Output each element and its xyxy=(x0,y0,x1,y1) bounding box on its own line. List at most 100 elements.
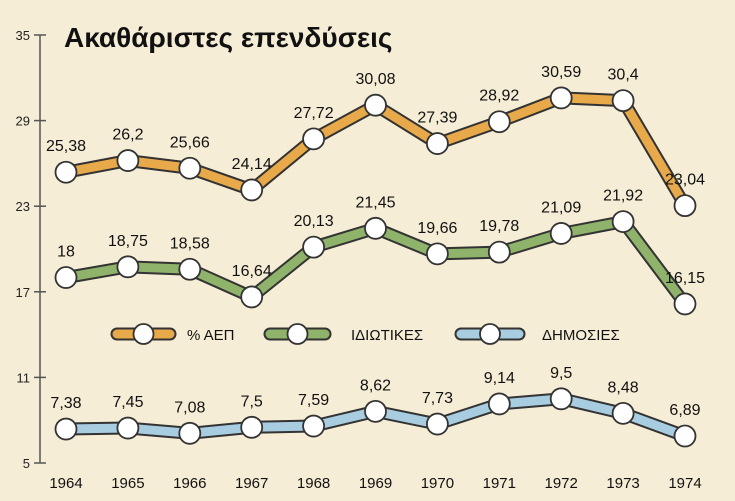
y-tick-label: 17 xyxy=(16,285,30,300)
data-label: 21,45 xyxy=(355,194,395,211)
data-point xyxy=(487,392,511,416)
data-point xyxy=(116,416,140,440)
data-label: 18,58 xyxy=(170,235,210,252)
data-point xyxy=(302,127,326,151)
data-point xyxy=(240,285,264,309)
x-tick-label: 1967 xyxy=(235,475,268,492)
data-point xyxy=(54,266,78,289)
data-label: 26,2 xyxy=(112,127,143,144)
y-axis-ticks: 35 29 23 17 11 5 xyxy=(16,28,46,471)
data-label: 7,38 xyxy=(50,395,81,412)
legend-label: % ΑΕΠ xyxy=(187,327,235,344)
data-point xyxy=(487,240,511,264)
data-label: 7,59 xyxy=(298,392,329,409)
data-point xyxy=(673,424,697,448)
data-point xyxy=(178,421,202,445)
data-point xyxy=(116,149,140,172)
data-point xyxy=(240,178,264,202)
data-point xyxy=(54,160,78,184)
data-label: 9,14 xyxy=(484,370,515,387)
chart-title: Ακαθάριστες επενδύσεις xyxy=(64,22,393,53)
data-label: 7,45 xyxy=(112,394,143,411)
data-label: 7,73 xyxy=(422,390,453,407)
data-point xyxy=(178,257,202,281)
data-point xyxy=(611,89,635,113)
data-label: 7,5 xyxy=(241,393,263,410)
legend-marker xyxy=(479,323,501,345)
data-label: 27,39 xyxy=(417,110,457,127)
data-point xyxy=(425,242,449,266)
legend: % ΑΕΠ ΙΔΙΩΤΙΚΕΣ ΔΗΜΟΣΙΕΣ xyxy=(110,323,620,345)
data-point xyxy=(549,222,573,245)
series-2: 18 18,75 18,58 16,64 20,13 21,45 19,66 19,78 21,… xyxy=(54,188,705,316)
legend-item: % ΑΕΠ xyxy=(110,323,235,345)
y-tick-label: 23 xyxy=(16,199,30,214)
x-tick-label: 1969 xyxy=(359,475,392,492)
y-tick-label: 11 xyxy=(17,370,31,385)
data-point xyxy=(116,255,140,279)
data-point xyxy=(240,415,264,439)
data-point xyxy=(611,401,635,425)
legend-label: ΔΗΜΟΣΙΕΣ xyxy=(542,327,620,344)
data-label: 16,64 xyxy=(232,263,272,280)
data-label: 27,72 xyxy=(294,105,334,122)
data-label: 19,78 xyxy=(479,218,519,235)
data-point xyxy=(364,93,387,117)
data-label: 30,08 xyxy=(355,71,395,88)
data-point xyxy=(302,414,326,438)
series-3: 7,38 7,45 7,08 7,5 7,59 8,62 7,73 9,14 9,5 8,48 6,… xyxy=(50,365,701,448)
data-label: 21,09 xyxy=(541,199,581,216)
data-label: 18,75 xyxy=(108,233,148,250)
data-label: 18 xyxy=(57,244,75,261)
data-label: 30,4 xyxy=(608,67,639,84)
data-point xyxy=(302,235,326,259)
data-label: 8,48 xyxy=(608,379,639,396)
data-point xyxy=(178,156,202,180)
data-label: 28,92 xyxy=(479,88,519,105)
data-label: 8,62 xyxy=(360,377,391,394)
data-point xyxy=(549,387,573,411)
data-label: 30,59 xyxy=(541,64,581,81)
data-label: 16,15 xyxy=(665,270,705,287)
legend-item: ΙΔΙΩΤΙΚΕΣ xyxy=(263,323,423,345)
data-label: 25,66 xyxy=(170,134,210,151)
y-tick-label: 29 xyxy=(16,114,30,129)
x-tick-label: 1973 xyxy=(606,475,639,492)
data-label: 20,13 xyxy=(294,213,334,230)
data-label: 9,5 xyxy=(550,365,572,382)
x-tick-label: 1972 xyxy=(545,475,578,492)
data-label: 25,38 xyxy=(46,138,86,155)
x-tick-label: 1968 xyxy=(297,475,330,492)
x-tick-label: 1974 xyxy=(668,475,701,492)
legend-marker xyxy=(132,323,155,345)
data-point xyxy=(673,292,697,316)
legend-marker xyxy=(286,323,309,345)
data-point xyxy=(673,194,697,218)
legend-label: ΙΔΙΩΤΙΚΕΣ xyxy=(351,327,423,344)
data-point xyxy=(549,86,573,110)
data-point xyxy=(425,412,449,436)
data-label: 7,08 xyxy=(174,399,205,416)
x-tick-label: 1965 xyxy=(111,475,144,492)
data-label: 19,66 xyxy=(417,220,457,237)
data-point xyxy=(611,210,635,234)
data-label: 23,04 xyxy=(665,172,705,189)
data-label: 21,92 xyxy=(603,188,643,205)
x-axis-ticks: 1964 1965 1966 1967 1968 1969 1970 1971 1972 1973… xyxy=(49,475,701,492)
data-label: 6,89 xyxy=(669,402,700,419)
series-layer: 25,38 26,2 25,66 24,14 27,72 30,08 27,39 28,92 3… xyxy=(46,64,705,448)
data-point xyxy=(364,216,387,240)
data-point xyxy=(425,132,449,155)
data-point xyxy=(364,399,387,423)
x-tick-label: 1964 xyxy=(49,475,82,492)
series-1: 25,38 26,2 25,66 24,14 27,72 30,08 27,39 28,92 3… xyxy=(46,64,705,218)
data-point xyxy=(487,110,511,134)
data-point xyxy=(54,417,78,441)
x-tick-label: 1966 xyxy=(173,475,206,492)
legend-item: ΔΗΜΟΣΙΕΣ xyxy=(454,323,620,345)
x-tick-label: 1971 xyxy=(483,475,516,492)
y-tick-label: 35 xyxy=(16,28,30,43)
y-tick-label: 5 xyxy=(23,456,30,471)
